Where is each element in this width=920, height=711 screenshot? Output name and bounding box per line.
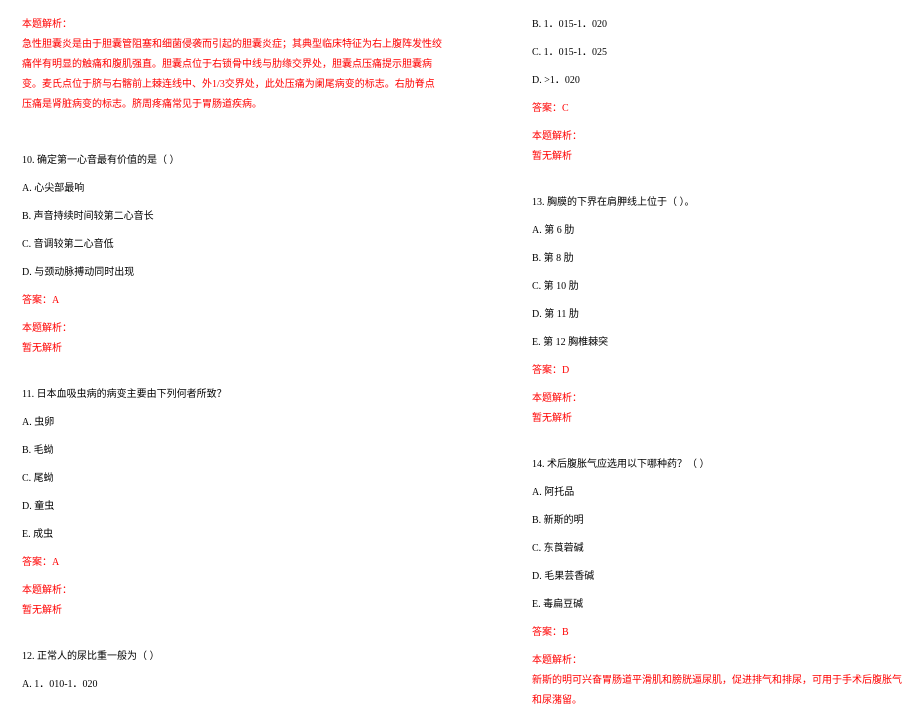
q13-opt-a: A. 第 6 肋 <box>532 221 902 241</box>
q11-answer: 答案：A <box>22 553 442 573</box>
q11-opt-c: C. 尾蚴 <box>22 469 442 489</box>
q12-analysis-label: 本题解析： <box>532 127 902 147</box>
q12-opt-a: A. 1．010-1．020 <box>22 675 442 695</box>
analysis-label: 本题解析： <box>22 15 442 35</box>
q11-opt-e: E. 成虫 <box>22 525 442 545</box>
q12-answer: 答案：C <box>532 99 902 119</box>
q12-opt-b: B. 1．015-1．020 <box>532 15 902 35</box>
q12-analysis-text: 暂无解析 <box>532 147 902 167</box>
left-column: 本题解析： 急性胆囊炎是由于胆囊管阻塞和细菌侵袭而引起的胆囊炎症；其典型临床特征… <box>22 15 442 695</box>
q10-stem: 10. 确定第一心音最有价值的是（ ） <box>22 151 442 171</box>
q14-opt-b: B. 新斯的明 <box>532 511 902 531</box>
q11-opt-d: D. 童虫 <box>22 497 442 517</box>
q13-analysis-label: 本题解析： <box>532 389 902 409</box>
q11-opt-b: B. 毛蚴 <box>22 441 442 461</box>
q13-stem: 13. 胸膜的下界在肩胛线上位于（ ）。 <box>532 193 902 213</box>
q13-analysis-text: 暂无解析 <box>532 409 902 429</box>
q10-answer: 答案：A <box>22 291 442 311</box>
q13-opt-d: D. 第 11 肋 <box>532 305 902 325</box>
q13-answer: 答案：D <box>532 361 902 381</box>
q12-stem: 12. 正常人的尿比重一般为（ ） <box>22 647 442 667</box>
analysis-text: 急性胆囊炎是由于胆囊管阻塞和细菌侵袭而引起的胆囊炎症；其典型临床特征为右上腹阵发… <box>22 35 442 115</box>
q10-opt-b: B. 声音持续时间较第二心音长 <box>22 207 442 227</box>
q11-analysis-label: 本题解析： <box>22 581 442 601</box>
q14-opt-e: E. 毒扁豆碱 <box>532 595 902 615</box>
q13-opt-b: B. 第 8 肋 <box>532 249 902 269</box>
q10-opt-c: C. 音调较第二心音低 <box>22 235 442 255</box>
q10-analysis-text: 暂无解析 <box>22 339 442 359</box>
q11-stem: 11. 日本血吸虫病的病变主要由下列何者所致？ <box>22 385 442 405</box>
q11-analysis-text: 暂无解析 <box>22 601 442 621</box>
q14-stem: 14. 术后腹胀气应选用以下哪种药？（ ） <box>532 455 902 475</box>
q12-opt-d: D. >1．020 <box>532 71 902 91</box>
q13-opt-c: C. 第 10 肋 <box>532 277 902 297</box>
q11-opt-a: A. 虫卵 <box>22 413 442 433</box>
q14-opt-d: D. 毛果芸香碱 <box>532 567 902 587</box>
right-column: B. 1．015-1．020 C. 1．015-1．025 D. >1．020 … <box>532 15 902 711</box>
q13-opt-e: E. 第 12 胸椎棘突 <box>532 333 902 353</box>
q14-opt-c: C. 东莨菪碱 <box>532 539 902 559</box>
q14-answer: 答案：B <box>532 623 902 643</box>
q10-analysis-label: 本题解析： <box>22 319 442 339</box>
q14-opt-a: A. 阿托品 <box>532 483 902 503</box>
q10-opt-a: A. 心尖部最响 <box>22 179 442 199</box>
q12-opt-c: C. 1．015-1．025 <box>532 43 902 63</box>
q10-opt-d: D. 与颈动脉搏动同时出现 <box>22 263 442 283</box>
q14-analysis-label: 本题解析： <box>532 651 902 671</box>
q14-analysis-text: 新斯的明可兴奋胃肠道平滑肌和膀胱逼尿肌，促进排气和排尿，可用于手术后腹胀气和尿潴… <box>532 671 902 711</box>
